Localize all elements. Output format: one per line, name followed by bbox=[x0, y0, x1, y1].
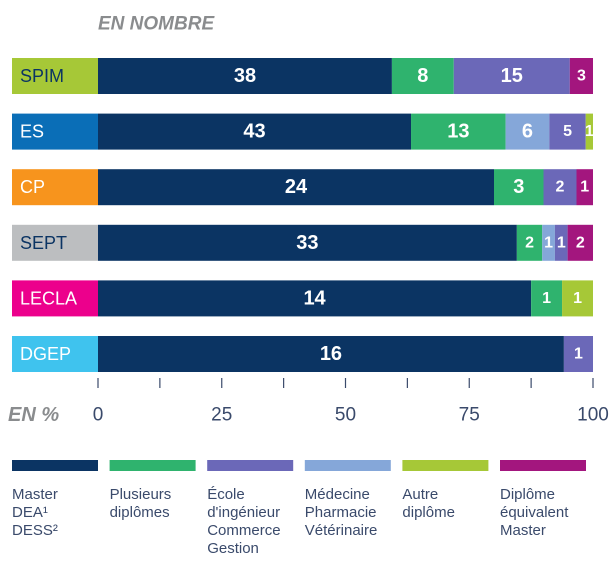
category-box bbox=[12, 224, 98, 261]
legend-swatch bbox=[207, 460, 294, 471]
legend-swatch bbox=[402, 460, 489, 471]
bar-segment bbox=[531, 280, 563, 317]
value-label: 2 bbox=[525, 234, 534, 251]
value-label: 5 bbox=[563, 123, 572, 140]
bar-segment bbox=[98, 224, 517, 261]
legend-label: Master DEA¹ DESS² bbox=[12, 486, 58, 539]
category-label: CP bbox=[20, 177, 45, 197]
category-label: SEPT bbox=[20, 233, 67, 253]
category-label: LECLA bbox=[20, 288, 77, 308]
bar-segment bbox=[543, 169, 577, 206]
value-label: 1 bbox=[542, 290, 551, 307]
x-tick-label: 50 bbox=[335, 405, 356, 426]
value-label: 1 bbox=[573, 290, 582, 307]
bar-segment bbox=[98, 336, 564, 372]
value-label: 3 bbox=[513, 176, 524, 198]
legend-label: Médecine Pharmacie Vétérinaire bbox=[304, 486, 378, 539]
category-box bbox=[12, 169, 98, 206]
category-label: ES bbox=[20, 122, 44, 142]
bar-segment bbox=[554, 224, 568, 261]
bar-segment bbox=[98, 169, 494, 206]
bar-segment bbox=[569, 58, 593, 94]
value-label: 24 bbox=[285, 176, 308, 198]
value-label: 2 bbox=[576, 234, 585, 251]
value-label: 33 bbox=[296, 232, 318, 254]
category-box bbox=[12, 113, 98, 150]
value-label: 1 bbox=[580, 179, 589, 196]
bar-segment bbox=[585, 113, 593, 150]
bar-segment bbox=[98, 58, 392, 94]
value-label: 15 bbox=[501, 65, 523, 87]
value-label: 8 bbox=[417, 65, 428, 87]
bar-segment bbox=[98, 280, 532, 317]
bar-segment bbox=[562, 280, 593, 317]
x-tick-label: 75 bbox=[459, 405, 480, 426]
x-tick-label: 0 bbox=[93, 405, 104, 426]
value-label: 1 bbox=[574, 346, 583, 363]
legend-swatch bbox=[12, 460, 98, 471]
value-label: 1 bbox=[557, 234, 566, 251]
value-label: 1 bbox=[544, 234, 553, 251]
x-tick-label: 100 bbox=[577, 405, 609, 426]
legend-swatch bbox=[109, 460, 196, 471]
bar-segment bbox=[505, 113, 550, 150]
legend-label: Autre diplôme bbox=[402, 486, 455, 521]
x-axis-label: EN % bbox=[8, 404, 59, 426]
category-box bbox=[12, 58, 98, 94]
bar-segment bbox=[98, 113, 412, 150]
bar-segment bbox=[549, 113, 586, 150]
value-label: 14 bbox=[303, 287, 326, 309]
category-box bbox=[12, 280, 98, 317]
value-label: 13 bbox=[447, 121, 469, 143]
bar-segment bbox=[563, 336, 593, 372]
bar-segment bbox=[494, 169, 544, 206]
bar-segment bbox=[567, 224, 593, 261]
bar-segment bbox=[453, 58, 570, 94]
bar-segment bbox=[516, 224, 543, 261]
legend-label: École d'ingénieur Commerce Gestion bbox=[207, 486, 281, 557]
value-label: 2 bbox=[556, 179, 565, 196]
value-label: 38 bbox=[234, 65, 256, 87]
bar-segment bbox=[576, 169, 593, 206]
bar-segment bbox=[542, 224, 555, 261]
value-label: 1 bbox=[585, 123, 594, 140]
value-label: 6 bbox=[522, 121, 533, 143]
category-label: SPIM bbox=[20, 66, 64, 86]
bar-segment bbox=[391, 58, 454, 94]
x-tick-label: 25 bbox=[211, 405, 232, 426]
category-box bbox=[12, 336, 98, 372]
category-label: DGEP bbox=[20, 344, 71, 364]
value-label: 43 bbox=[243, 121, 265, 143]
legend-label: Diplôme équivalent Master bbox=[500, 486, 569, 539]
value-label: 3 bbox=[577, 68, 586, 85]
legend-swatch bbox=[304, 460, 391, 471]
bar-segment bbox=[411, 113, 506, 150]
legend-swatch bbox=[500, 460, 586, 471]
chart-title: EN NOMBRE bbox=[98, 14, 215, 35]
legend-label: Plusieurs diplômes bbox=[109, 486, 172, 521]
value-label: 16 bbox=[320, 343, 342, 365]
